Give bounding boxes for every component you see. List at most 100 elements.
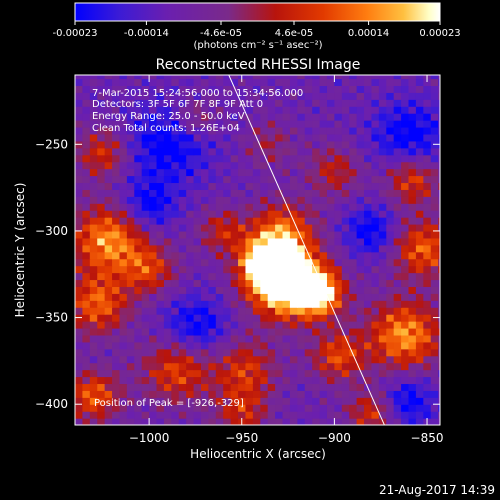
heatmap-cell	[312, 279, 321, 287]
heatmap-cell	[89, 272, 98, 281]
heatmap-cell	[89, 196, 98, 204]
heatmap-cell	[156, 265, 165, 274]
heatmap-cell	[215, 286, 224, 294]
heatmap-cell	[156, 279, 165, 287]
heatmap-cell	[82, 133, 91, 142]
heatmap-cell	[289, 92, 298, 100]
heatmap-cell	[297, 293, 306, 301]
heatmap-cell	[326, 113, 335, 121]
heatmap-cell	[393, 203, 402, 211]
heatmap-cell	[186, 293, 195, 301]
heatmap-cell	[104, 203, 113, 211]
heatmap-cell	[141, 217, 150, 225]
heatmap-cell	[260, 314, 269, 322]
heatmap-cell	[252, 182, 261, 190]
heatmap-cell	[408, 362, 417, 371]
heatmap-cell	[356, 383, 365, 391]
heatmap-cell	[438, 106, 440, 114]
heatmap-cell	[193, 244, 202, 253]
heatmap-cell	[238, 369, 247, 378]
heatmap-cell	[97, 348, 106, 357]
heatmap-cell	[386, 265, 395, 274]
heatmap-cell	[215, 168, 224, 177]
heatmap-cell	[156, 418, 165, 425]
heatmap-cell	[275, 376, 284, 385]
heatmap-cell	[364, 397, 373, 405]
heatmap-cell	[334, 265, 343, 274]
heatmap-cell	[178, 217, 187, 225]
heatmap-cell	[275, 196, 284, 204]
heatmap-cell	[312, 397, 321, 405]
heatmap-cell	[356, 230, 365, 239]
heatmap-cell	[97, 210, 106, 218]
heatmap-cell	[378, 224, 387, 232]
heatmap-cell	[223, 362, 232, 371]
heatmap-cell	[326, 369, 335, 378]
heatmap-cell	[200, 126, 209, 135]
heatmap-cell	[423, 321, 432, 329]
heatmap-cell	[112, 293, 121, 301]
heatmap-cell	[371, 376, 380, 385]
heatmap-cell	[75, 182, 84, 190]
heatmap-cell	[171, 341, 180, 350]
heatmap-cell	[378, 251, 387, 260]
heatmap-cell	[252, 106, 261, 114]
heatmap-cell	[97, 334, 106, 343]
heatmap-cell	[163, 175, 172, 184]
heatmap-cell	[82, 397, 91, 405]
heatmap-cell	[104, 140, 113, 149]
heatmap-cell	[215, 404, 224, 412]
heatmap-cell	[230, 383, 239, 391]
heatmap-cell	[230, 140, 239, 149]
heatmap-cell	[393, 411, 402, 419]
heatmap-cell	[75, 126, 84, 135]
heatmap-cell	[408, 196, 417, 204]
heatmap-cell	[319, 244, 328, 253]
heatmap-cell	[386, 92, 395, 100]
heatmap-cell	[141, 237, 150, 246]
heatmap-cell	[393, 397, 402, 405]
heatmap-cell	[349, 126, 358, 135]
heatmap-cell	[171, 237, 180, 246]
heatmap-cell	[178, 383, 187, 391]
heatmap-cell	[260, 99, 269, 107]
heatmap-cell	[334, 230, 343, 239]
heatmap-cell	[356, 133, 365, 142]
heatmap-cell	[415, 154, 424, 163]
heatmap-cell	[208, 196, 217, 204]
heatmap-cell	[312, 133, 321, 142]
heatmap-cell	[104, 161, 113, 170]
heatmap-cell	[401, 341, 410, 350]
heatmap-cell	[297, 369, 306, 378]
heatmap-cell	[401, 189, 410, 197]
heatmap-cell	[304, 210, 313, 218]
heatmap-cell	[378, 210, 387, 218]
heatmap-cell	[134, 383, 143, 391]
heatmap-cell	[371, 418, 380, 425]
heatmap-cell	[75, 106, 84, 114]
heatmap-cell	[319, 140, 328, 149]
heatmap-cell	[134, 376, 143, 385]
chart-title: Reconstructed RHESSI Image	[156, 57, 361, 73]
heatmap-cell	[252, 300, 261, 308]
heatmap-cell	[119, 272, 128, 281]
heatmap-cell	[141, 106, 150, 114]
heatmap-cell	[208, 99, 217, 107]
heatmap-cell	[186, 362, 195, 371]
heatmap-cell	[356, 286, 365, 294]
heatmap-cell	[438, 383, 440, 391]
heatmap-cell	[156, 258, 165, 267]
heatmap-cell	[223, 341, 232, 350]
heatmap-cell	[178, 321, 187, 329]
heatmap-cell	[141, 113, 150, 121]
heatmap-cell	[356, 258, 365, 267]
heatmap-cell	[415, 251, 424, 260]
heatmap-cell	[134, 404, 143, 412]
heatmap-cell	[378, 78, 387, 86]
heatmap-cell	[82, 362, 91, 371]
heatmap-cell	[75, 120, 84, 128]
heatmap-cell	[112, 78, 121, 86]
heatmap-cell	[423, 230, 432, 239]
heatmap-cell	[260, 307, 269, 315]
heatmap-cell	[297, 196, 306, 204]
